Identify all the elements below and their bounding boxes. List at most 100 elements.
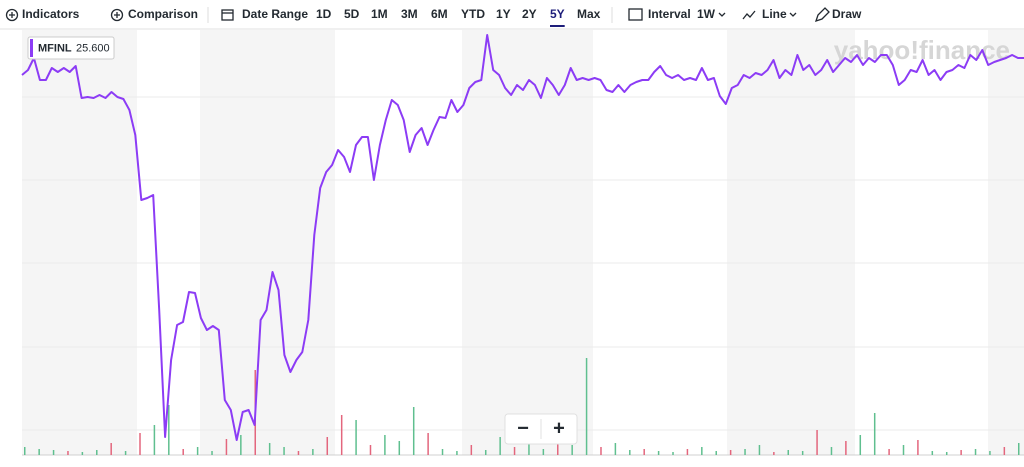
volume-bar	[38, 449, 40, 455]
chevron	[718, 12, 726, 17]
chart-style-button[interactable]: Line	[762, 7, 787, 21]
range-buttons: 1D 5D 1M 3M 6M YTD 1Y 2Y 5Y Max	[316, 7, 601, 27]
volume-bar	[484, 450, 487, 455]
zoom-in[interactable]: +	[553, 417, 565, 439]
zoom-controls: − +	[504, 413, 578, 445]
volume-bar	[585, 358, 588, 455]
year-bands	[22, 30, 1024, 455]
interval-value[interactable]: 1W	[697, 7, 716, 21]
volume-bar	[513, 447, 516, 455]
volume-bar	[801, 451, 804, 455]
volume-bar	[830, 447, 833, 455]
volume-bar	[758, 445, 761, 455]
volume-bar	[499, 437, 501, 455]
volume-bar	[1003, 447, 1006, 455]
volume-bar	[398, 441, 401, 455]
volume-bar	[816, 430, 818, 455]
toolbar: Indicators Comparison Date Range 1D 5D 1M 3…	[5, 7, 862, 27]
date-range-button[interactable]: Date Range	[242, 7, 308, 21]
volume-bar	[412, 407, 415, 455]
volume-bar	[196, 447, 199, 455]
volume-bar	[124, 451, 127, 455]
range-button[interactable]: 1Y	[496, 7, 511, 21]
range-button[interactable]: 5Y	[550, 7, 565, 21]
price-label: 25.600	[76, 42, 110, 54]
icon	[814, 7, 830, 23]
volume-bar	[326, 437, 329, 455]
volume-bar	[211, 451, 213, 455]
volume-bar	[168, 405, 170, 455]
range-button[interactable]: 6M	[431, 7, 448, 21]
icon	[628, 8, 643, 21]
volume-bar	[729, 450, 732, 455]
comparison-button[interactable]: Comparison	[128, 7, 198, 21]
volume-bar	[614, 443, 617, 455]
range-button[interactable]: 3M	[401, 7, 418, 21]
range-button[interactable]: 1M	[371, 7, 388, 21]
volume-bar	[427, 433, 429, 455]
volume-bar	[715, 451, 717, 455]
band	[988, 30, 1024, 455]
range-button[interactable]: 1D	[316, 7, 332, 21]
price-line	[21, 34, 1024, 441]
icon	[221, 9, 234, 21]
volume-bar	[873, 413, 876, 455]
volume-bar	[528, 443, 530, 455]
volume-bar	[744, 449, 746, 455]
volume-bar	[571, 445, 573, 455]
legend-name: MFINL	[38, 42, 72, 54]
volume-bar	[182, 449, 184, 455]
icon	[110, 8, 124, 22]
indicators-button[interactable]: Indicators	[22, 7, 80, 21]
volume-bar	[81, 452, 84, 455]
volume-bar	[340, 415, 343, 455]
band	[727, 30, 855, 455]
volume-bar	[643, 449, 645, 455]
volume-bar	[917, 440, 919, 455]
volume-bar	[629, 450, 631, 455]
h-grid	[22, 96, 1024, 431]
volume-bar	[456, 451, 458, 455]
range-button[interactable]: Max	[577, 7, 601, 21]
volume-bar	[355, 420, 357, 455]
volume-bar	[470, 445, 473, 455]
volume-bar	[672, 452, 674, 455]
range-button[interactable]: 2Y	[522, 7, 537, 21]
volume-bar	[557, 441, 559, 455]
volume-bar	[369, 445, 372, 455]
volume-bar	[153, 425, 156, 455]
interval-label[interactable]: Interval	[648, 7, 691, 21]
volume-bar	[283, 447, 285, 455]
range-button[interactable]: YTD	[461, 7, 485, 21]
selected-underline	[550, 25, 565, 27]
volume-bar	[686, 449, 689, 455]
volume-bar	[268, 443, 271, 455]
volume-bar	[989, 451, 991, 455]
price-line	[21, 34, 1024, 441]
volume-bar	[1018, 443, 1020, 455]
chevron	[789, 12, 797, 17]
icon	[742, 10, 756, 20]
volume-bar	[542, 449, 545, 455]
icon	[9, 12, 15, 18]
volume-bar	[600, 447, 602, 455]
range-button[interactable]: 5D	[344, 7, 360, 21]
icon	[5, 8, 19, 22]
volume-bar	[67, 451, 69, 455]
volume-bar	[657, 451, 660, 455]
volume-bar	[701, 447, 703, 455]
icon	[114, 12, 120, 18]
volume-bar	[931, 451, 934, 455]
volume-bar	[960, 450, 962, 455]
volume-bar	[773, 452, 775, 455]
volume-bar	[384, 435, 386, 455]
zoom-out[interactable]: −	[517, 417, 529, 439]
volume-bar	[787, 450, 790, 455]
volume-bar	[52, 450, 55, 455]
band	[462, 30, 593, 455]
volume-bar	[888, 449, 890, 455]
legend-swatch	[30, 39, 33, 57]
draw-button[interactable]: Draw	[832, 7, 862, 21]
